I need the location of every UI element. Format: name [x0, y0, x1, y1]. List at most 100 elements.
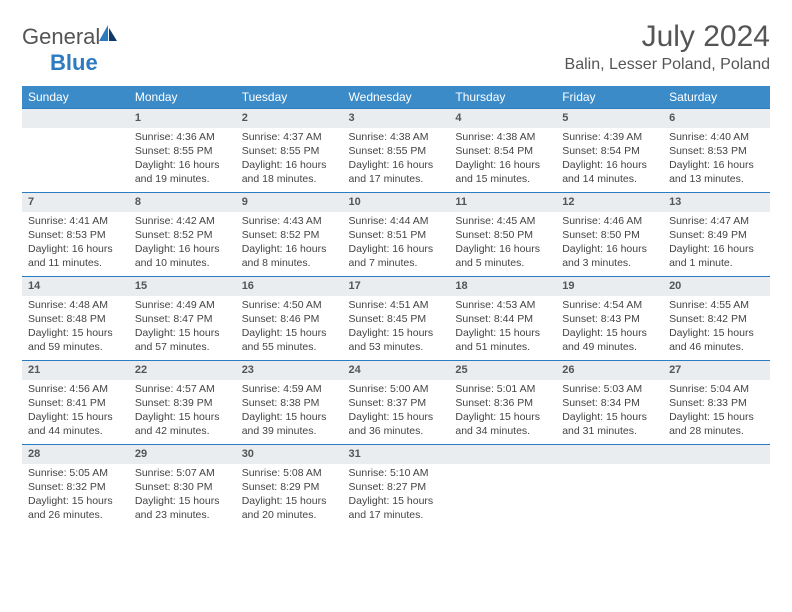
day-body: Sunrise: 4:50 AMSunset: 8:46 PMDaylight:… [236, 296, 343, 359]
daylight-line: Daylight: 15 hours and 20 minutes. [242, 494, 337, 522]
day-body: Sunrise: 4:41 AMSunset: 8:53 PMDaylight:… [22, 212, 129, 275]
sunrise-line: Sunrise: 4:39 AM [562, 130, 657, 144]
daylight-line: Daylight: 15 hours and 55 minutes. [242, 326, 337, 354]
sunset-line: Sunset: 8:54 PM [562, 144, 657, 158]
day-body: Sunrise: 4:37 AMSunset: 8:55 PMDaylight:… [236, 128, 343, 191]
day-body [663, 464, 770, 470]
calendar-row: 1Sunrise: 4:36 AMSunset: 8:55 PMDaylight… [22, 108, 770, 192]
day-cell: 30Sunrise: 5:08 AMSunset: 8:29 PMDayligh… [236, 444, 343, 528]
day-number: 24 [343, 360, 450, 380]
sunset-line: Sunset: 8:37 PM [349, 396, 444, 410]
sunset-line: Sunset: 8:33 PM [669, 396, 764, 410]
day-number: 11 [449, 192, 556, 212]
daylight-line: Daylight: 15 hours and 23 minutes. [135, 494, 230, 522]
daylight-line: Daylight: 16 hours and 11 minutes. [28, 242, 123, 270]
sunrise-line: Sunrise: 4:44 AM [349, 214, 444, 228]
sunrise-line: Sunrise: 5:10 AM [349, 466, 444, 480]
day-body: Sunrise: 4:45 AMSunset: 8:50 PMDaylight:… [449, 212, 556, 275]
sunset-line: Sunset: 8:41 PM [28, 396, 123, 410]
sunset-line: Sunset: 8:43 PM [562, 312, 657, 326]
dow-header: Thursday [449, 86, 556, 108]
day-body: Sunrise: 4:57 AMSunset: 8:39 PMDaylight:… [129, 380, 236, 443]
sunset-line: Sunset: 8:51 PM [349, 228, 444, 242]
dow-header: Tuesday [236, 86, 343, 108]
daylight-line: Daylight: 16 hours and 10 minutes. [135, 242, 230, 270]
day-cell [556, 444, 663, 528]
sunrise-line: Sunrise: 5:07 AM [135, 466, 230, 480]
day-number: 9 [236, 192, 343, 212]
day-number: 29 [129, 444, 236, 464]
sunset-line: Sunset: 8:39 PM [135, 396, 230, 410]
sunrise-line: Sunrise: 5:01 AM [455, 382, 550, 396]
daylight-line: Daylight: 15 hours and 53 minutes. [349, 326, 444, 354]
daylight-line: Daylight: 16 hours and 17 minutes. [349, 158, 444, 186]
day-body: Sunrise: 4:36 AMSunset: 8:55 PMDaylight:… [129, 128, 236, 191]
sunset-line: Sunset: 8:50 PM [562, 228, 657, 242]
page-title: July 2024 [565, 20, 770, 54]
sunrise-line: Sunrise: 4:43 AM [242, 214, 337, 228]
calendar-table: SundayMondayTuesdayWednesdayThursdayFrid… [22, 86, 770, 528]
daylight-line: Daylight: 15 hours and 59 minutes. [28, 326, 123, 354]
sunrise-line: Sunrise: 5:04 AM [669, 382, 764, 396]
day-cell: 21Sunrise: 4:56 AMSunset: 8:41 PMDayligh… [22, 360, 129, 444]
day-body: Sunrise: 4:42 AMSunset: 8:52 PMDaylight:… [129, 212, 236, 275]
day-number: 4 [449, 108, 556, 128]
sunset-line: Sunset: 8:48 PM [28, 312, 123, 326]
daylight-line: Daylight: 16 hours and 13 minutes. [669, 158, 764, 186]
daylight-line: Daylight: 16 hours and 3 minutes. [562, 242, 657, 270]
sunset-line: Sunset: 8:55 PM [242, 144, 337, 158]
day-cell: 9Sunrise: 4:43 AMSunset: 8:52 PMDaylight… [236, 192, 343, 276]
day-body: Sunrise: 4:56 AMSunset: 8:41 PMDaylight:… [22, 380, 129, 443]
day-body: Sunrise: 5:01 AMSunset: 8:36 PMDaylight:… [449, 380, 556, 443]
day-body [556, 464, 663, 470]
daylight-line: Daylight: 16 hours and 1 minute. [669, 242, 764, 270]
sunrise-line: Sunrise: 4:48 AM [28, 298, 123, 312]
day-number: 30 [236, 444, 343, 464]
day-number: 6 [663, 108, 770, 128]
calendar-row: 7Sunrise: 4:41 AMSunset: 8:53 PMDaylight… [22, 192, 770, 276]
sunrise-line: Sunrise: 4:53 AM [455, 298, 550, 312]
day-cell: 8Sunrise: 4:42 AMSunset: 8:52 PMDaylight… [129, 192, 236, 276]
day-body: Sunrise: 4:48 AMSunset: 8:48 PMDaylight:… [22, 296, 129, 359]
day-cell: 2Sunrise: 4:37 AMSunset: 8:55 PMDaylight… [236, 108, 343, 192]
day-body: Sunrise: 4:55 AMSunset: 8:42 PMDaylight:… [663, 296, 770, 359]
day-body: Sunrise: 4:49 AMSunset: 8:47 PMDaylight:… [129, 296, 236, 359]
day-cell: 4Sunrise: 4:38 AMSunset: 8:54 PMDaylight… [449, 108, 556, 192]
sunrise-line: Sunrise: 4:42 AM [135, 214, 230, 228]
sunrise-line: Sunrise: 4:50 AM [242, 298, 337, 312]
sunset-line: Sunset: 8:34 PM [562, 396, 657, 410]
daylight-line: Daylight: 15 hours and 31 minutes. [562, 410, 657, 438]
location: Balin, Lesser Poland, Poland [565, 56, 770, 74]
day-number: 14 [22, 276, 129, 296]
day-body: Sunrise: 5:07 AMSunset: 8:30 PMDaylight:… [129, 464, 236, 527]
calendar-row: 28Sunrise: 5:05 AMSunset: 8:32 PMDayligh… [22, 444, 770, 528]
day-cell: 26Sunrise: 5:03 AMSunset: 8:34 PMDayligh… [556, 360, 663, 444]
sunrise-line: Sunrise: 4:51 AM [349, 298, 444, 312]
sunrise-line: Sunrise: 4:38 AM [349, 130, 444, 144]
day-cell: 18Sunrise: 4:53 AMSunset: 8:44 PMDayligh… [449, 276, 556, 360]
day-body: Sunrise: 4:47 AMSunset: 8:49 PMDaylight:… [663, 212, 770, 275]
sunset-line: Sunset: 8:54 PM [455, 144, 550, 158]
logo-text: General Blue [22, 24, 118, 76]
day-cell: 11Sunrise: 4:45 AMSunset: 8:50 PMDayligh… [449, 192, 556, 276]
daylight-line: Daylight: 16 hours and 15 minutes. [455, 158, 550, 186]
day-body [22, 128, 129, 134]
dow-header: Monday [129, 86, 236, 108]
sunset-line: Sunset: 8:36 PM [455, 396, 550, 410]
day-cell: 16Sunrise: 4:50 AMSunset: 8:46 PMDayligh… [236, 276, 343, 360]
sunrise-line: Sunrise: 4:56 AM [28, 382, 123, 396]
day-number [22, 108, 129, 128]
day-number: 8 [129, 192, 236, 212]
sunset-line: Sunset: 8:52 PM [242, 228, 337, 242]
logo-part1: General [22, 24, 100, 49]
day-cell: 13Sunrise: 4:47 AMSunset: 8:49 PMDayligh… [663, 192, 770, 276]
day-number: 28 [22, 444, 129, 464]
daylight-line: Daylight: 15 hours and 34 minutes. [455, 410, 550, 438]
day-cell [449, 444, 556, 528]
day-body: Sunrise: 4:40 AMSunset: 8:53 PMDaylight:… [663, 128, 770, 191]
sunset-line: Sunset: 8:27 PM [349, 480, 444, 494]
sunset-line: Sunset: 8:42 PM [669, 312, 764, 326]
day-number: 7 [22, 192, 129, 212]
sunrise-line: Sunrise: 4:47 AM [669, 214, 764, 228]
day-number: 22 [129, 360, 236, 380]
